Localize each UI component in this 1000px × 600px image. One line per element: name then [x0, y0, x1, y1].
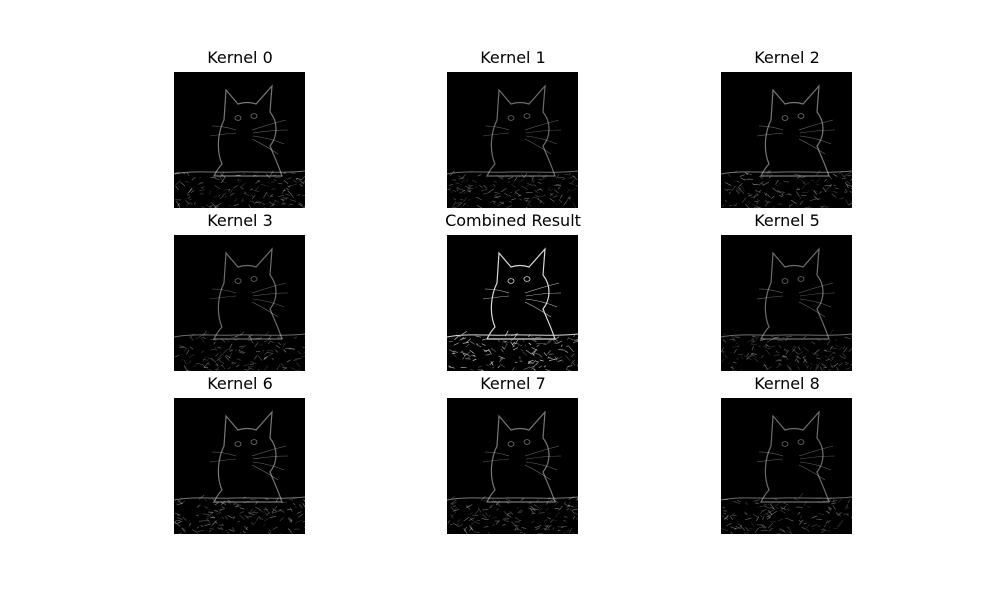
kitten-outline — [213, 247, 283, 340]
panel-title: Kernel 5 — [754, 211, 820, 230]
panel-title: Kernel 0 — [207, 48, 273, 67]
panel-title: Kernel 3 — [207, 211, 273, 230]
ledge-texture — [721, 328, 852, 371]
edge-detection-image — [174, 398, 305, 534]
edge-detection-image — [174, 235, 305, 371]
kitten-outline — [213, 84, 283, 177]
kitten-outline — [486, 247, 556, 340]
figure-panel: Kernel 8 — [717, 372, 857, 534]
panel-title: Kernel 1 — [480, 48, 546, 67]
kitten-outline — [213, 410, 283, 503]
figure-panel: Kernel 7 — [443, 372, 583, 534]
kitten-outline — [760, 410, 830, 503]
kitten-outline — [760, 84, 830, 177]
panel-title: Kernel 2 — [754, 48, 820, 67]
kitten-outline — [486, 410, 556, 503]
figure-panel: Kernel 0 — [170, 46, 310, 208]
kitten-outline — [486, 84, 556, 177]
ledge-texture — [721, 492, 852, 534]
ledge-texture — [447, 330, 578, 371]
panel-title: Kernel 6 — [207, 374, 273, 393]
ledge-texture — [174, 494, 305, 534]
ledge-texture — [447, 170, 578, 208]
ledge-texture — [721, 169, 852, 208]
figure-panel: Kernel 5 — [717, 209, 857, 371]
panel-title: Kernel 8 — [754, 374, 820, 393]
edge-detection-image — [721, 235, 852, 371]
edge-detection-image — [447, 235, 578, 371]
edge-detection-image — [447, 398, 578, 534]
ledge-texture — [174, 170, 305, 208]
edge-detection-image — [447, 72, 578, 208]
ledge-texture — [447, 495, 578, 534]
figure-panel: Kernel 1 — [443, 46, 583, 208]
panel-title: Kernel 7 — [480, 374, 546, 393]
kitten-outline — [760, 247, 830, 340]
edge-detection-image — [174, 72, 305, 208]
panel-title: Combined Result — [445, 211, 581, 230]
figure-panel: Kernel 3 — [170, 209, 310, 371]
figure-panel: Kernel 6 — [170, 372, 310, 534]
ledge-texture — [174, 330, 305, 371]
figure-panel: Kernel 2 — [717, 46, 857, 208]
edge-detection-image — [721, 398, 852, 534]
edge-detection-image — [721, 72, 852, 208]
figure-panel: Combined Result — [443, 209, 583, 371]
